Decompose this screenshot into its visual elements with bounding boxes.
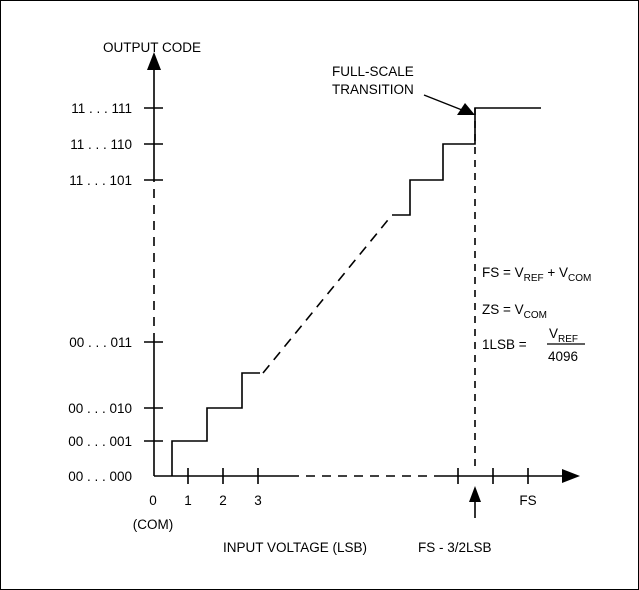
lsb-numerator: VREF	[549, 326, 578, 345]
fs-equation: FS = VREF + VCOM	[482, 265, 591, 284]
y-code-label: 11 . . . 110	[70, 137, 132, 152]
lsb-equation-label: 1LSB =	[482, 337, 527, 352]
x-tick-label: 3	[254, 493, 262, 508]
y-code-label: 00 . . . 011	[69, 335, 132, 350]
y-axis-arrow-icon	[147, 52, 161, 70]
fs-minus-label: FS - 3/2LSB	[418, 540, 492, 555]
y-code-label: 11 . . . 111	[71, 101, 132, 116]
x-tick-label: 0	[149, 493, 157, 508]
x-tick-label: 2	[219, 493, 227, 508]
zs-equation: ZS = VCOM	[482, 302, 547, 321]
y-code-label: 00 . . . 000	[68, 469, 132, 484]
x-axis-title: INPUT VOLTAGE (LSB)	[223, 540, 367, 555]
transfer-staircase-high	[392, 107, 541, 216]
x-tick-label: FS	[519, 493, 536, 508]
fs-minus-arrow-icon	[469, 486, 481, 502]
y-axis-title: OUTPUT CODE	[103, 40, 201, 55]
x-ticks	[187, 468, 529, 484]
full-scale-pointer	[423, 94, 463, 111]
y-ticks	[144, 107, 163, 442]
full-scale-label-line2: TRANSITION	[332, 82, 414, 97]
x-axis-arrow-icon	[562, 469, 580, 483]
lsb-denominator: 4096	[548, 349, 578, 364]
full-scale-arrow-icon	[457, 103, 475, 115]
y-code-label: 00 . . . 001	[68, 434, 132, 449]
y-code-label: 00 . . . 010	[68, 401, 132, 416]
transfer-staircase-low	[171, 372, 260, 476]
x-origin-note: (COM)	[133, 517, 174, 532]
y-code-label: 11 . . . 101	[69, 173, 132, 188]
x-tick-label: 1	[184, 493, 192, 508]
full-scale-label-line1: FULL-SCALE	[332, 64, 414, 79]
transfer-dashed-ramp	[262, 214, 393, 374]
